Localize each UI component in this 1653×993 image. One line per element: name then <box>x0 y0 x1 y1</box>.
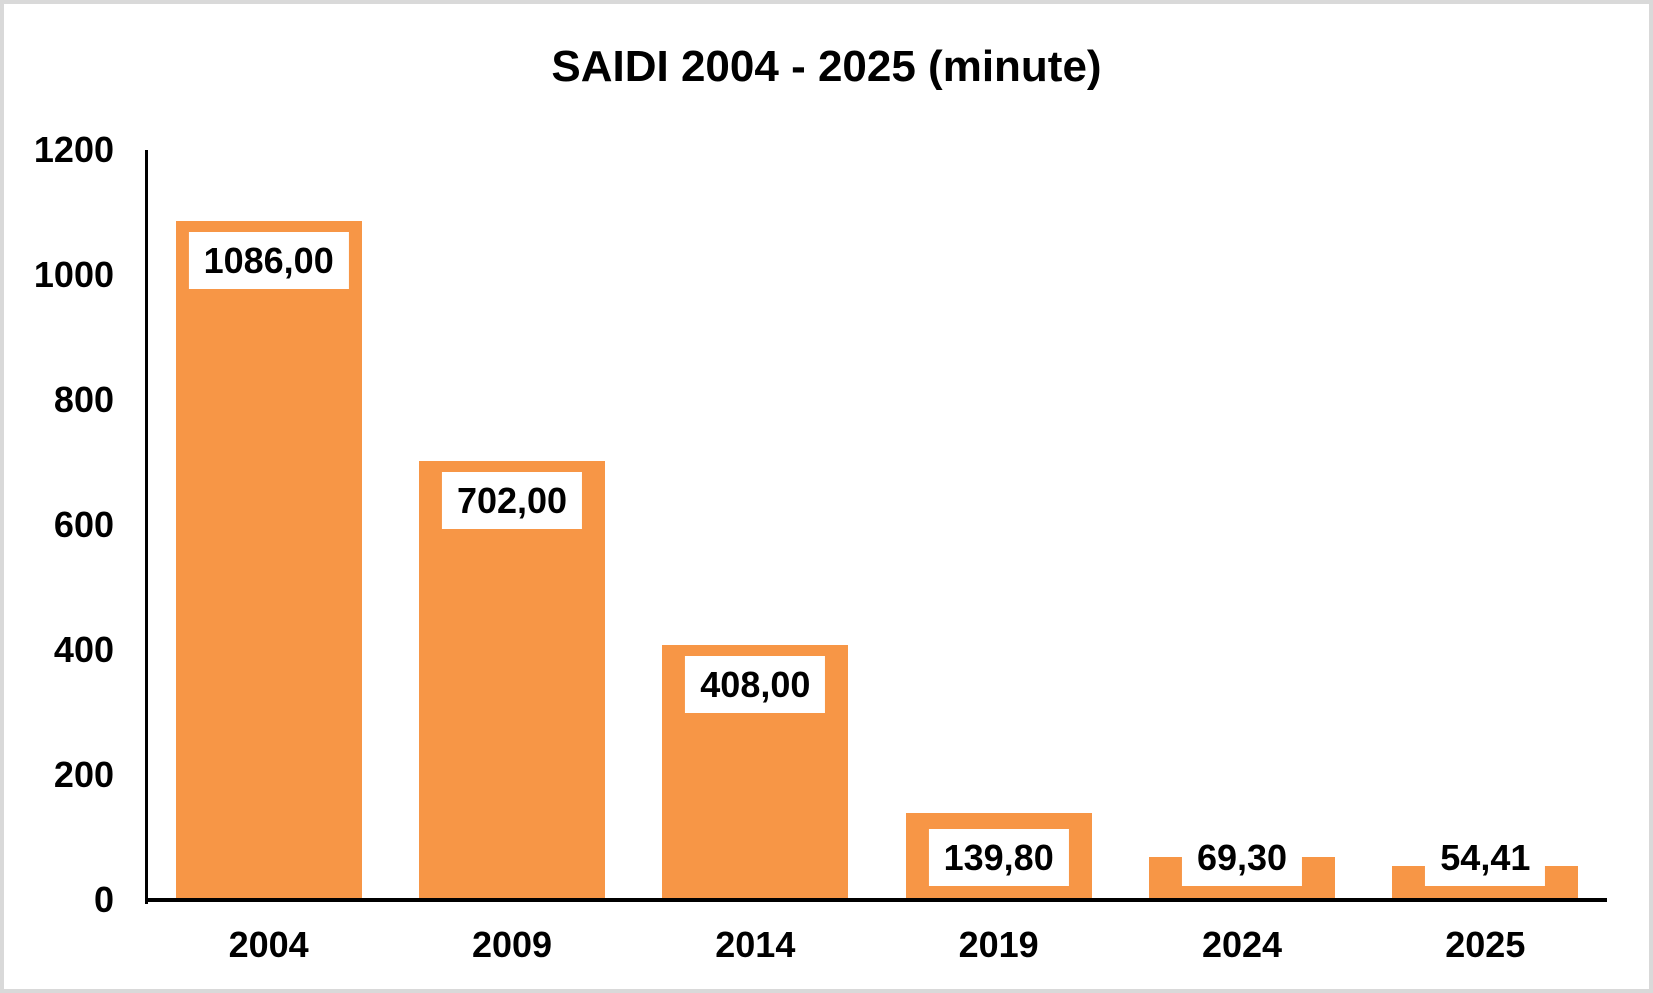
y-tick-label: 0 <box>93 879 114 920</box>
y-tick-label: 1200 <box>33 129 114 170</box>
y-tick-label: 1000 <box>33 254 114 295</box>
x-tick-label: 2009 <box>471 924 553 965</box>
x-tick-label: 2024 <box>1201 924 1283 965</box>
x-tick-label: 2004 <box>228 924 309 965</box>
bar-value-label: 139,80 <box>928 829 1069 886</box>
x-tick-label: 2014 <box>715 924 796 965</box>
y-tick-label: 600 <box>53 504 114 545</box>
bar-value-label: 54,41 <box>1425 829 1546 886</box>
x-tick-label: 2019 <box>958 924 1039 965</box>
bar <box>419 461 605 900</box>
bar-value-label: 408,00 <box>685 656 826 713</box>
x-tick-label: 2025 <box>1445 924 1526 965</box>
y-tick-label: 200 <box>53 754 114 795</box>
y-tick-label: 400 <box>53 629 114 670</box>
bar-value-label: 702,00 <box>441 472 583 530</box>
bar-value-label: 69,30 <box>1181 829 1303 886</box>
bar-value-label: 1086,00 <box>188 232 349 290</box>
y-tick-label: 800 <box>53 379 114 420</box>
chart-title: SAIDI 2004 - 2025 (minute) <box>551 42 1102 91</box>
y-axis-line <box>145 150 148 904</box>
bar <box>175 221 362 900</box>
x-axis-line <box>145 898 1607 902</box>
